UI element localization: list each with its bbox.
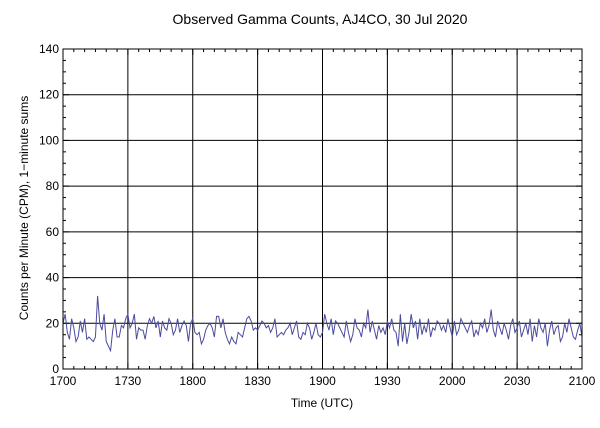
x-axis-label: Time (UTC)	[291, 396, 353, 410]
y-tick-label: 60	[46, 225, 60, 239]
x-tick-label: 1830	[244, 374, 271, 388]
y-tick-label: 100	[39, 133, 59, 147]
chart-title: Observed Gamma Counts, AJ4CO, 30 Jul 202…	[173, 11, 468, 27]
x-tick-labels: 1700 1730 1800 1830 1900 1930 2000 2030 2100	[50, 374, 596, 388]
grid-lines	[63, 49, 582, 369]
x-tick-label: 1930	[374, 374, 401, 388]
x-tick-label: 1800	[179, 374, 206, 388]
y-tick-label: 80	[46, 179, 60, 193]
x-tick-label: 1700	[50, 374, 77, 388]
y-tick-labels: 0 20 40 60 80 100 120 140	[39, 42, 59, 376]
y-tick-label: 20	[46, 316, 60, 330]
y-axis-label: Counts per Minute (CPM), 1−minute sums	[17, 96, 31, 320]
x-tick-label: 2100	[569, 374, 596, 388]
x-tick-label: 2000	[439, 374, 466, 388]
x-tick-label: 1730	[115, 374, 142, 388]
y-tick-label: 140	[39, 42, 59, 56]
y-tick-label: 40	[46, 271, 60, 285]
y-tick-label: 120	[39, 88, 59, 102]
x-tick-label: 1900	[309, 374, 336, 388]
series-line	[62, 295, 583, 353]
y-tick-label: 0	[52, 362, 59, 376]
plot-frame	[62, 48, 583, 370]
x-tick-label: 2030	[504, 374, 531, 388]
